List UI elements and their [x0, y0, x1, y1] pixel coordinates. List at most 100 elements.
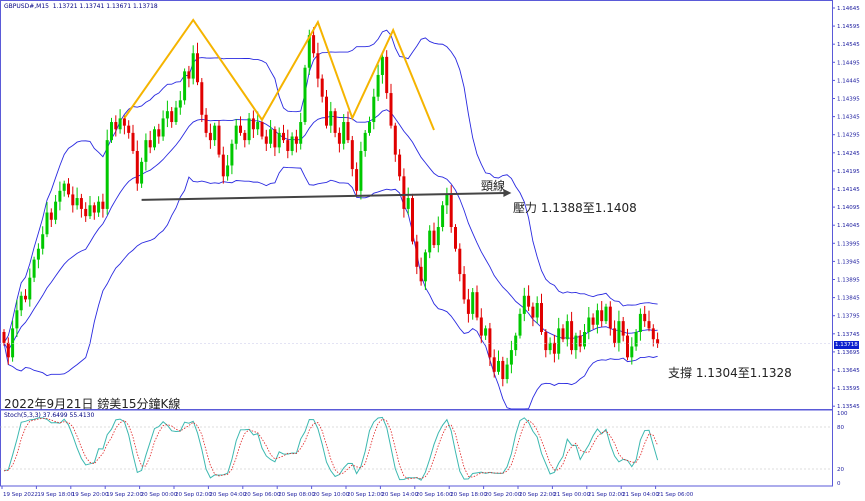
- candle-body: [312, 35, 316, 54]
- candle-body: [423, 252, 427, 282]
- candle-body: [114, 122, 118, 130]
- price-tick-label: 1.13645: [837, 368, 860, 374]
- neckline-line: [141, 191, 506, 201]
- time-tick-label: 20 Sep 08:00: [278, 492, 315, 498]
- candle-body: [277, 132, 281, 148]
- candle-body: [325, 96, 328, 126]
- candle-body: [509, 350, 513, 365]
- candle-body: [419, 266, 423, 282]
- candle-body: [144, 140, 148, 162]
- candle-body: [28, 277, 32, 300]
- candle-body: [333, 111, 337, 133]
- candle-body: [441, 205, 445, 228]
- candle-body: [191, 53, 195, 79]
- candle-body: [488, 328, 492, 358]
- candle-body: [213, 125, 217, 141]
- time-tick-label: 20 Sep 00:00: [141, 492, 178, 498]
- candle-body: [346, 122, 350, 141]
- candle-body: [638, 313, 642, 332]
- price-tick-label: 1.14395: [837, 97, 860, 103]
- price-tick-label: 1.13945: [837, 259, 860, 265]
- time-tick-label: 20 Sep 04:00: [209, 492, 246, 498]
- candle-body: [552, 342, 556, 354]
- candle-body: [484, 328, 488, 336]
- candle-body: [71, 194, 75, 206]
- candle-body: [428, 230, 432, 253]
- candle-body: [320, 78, 324, 97]
- price-tick-label: 1.13795: [837, 314, 860, 320]
- main-plot-frame: [0, 0, 833, 410]
- price-tick-label: 1.13845: [837, 296, 860, 302]
- resistance-label: 壓力 1.1388至1.1408: [513, 201, 637, 215]
- candle-body: [574, 335, 578, 351]
- candle-body: [269, 129, 273, 144]
- candle-body: [531, 306, 535, 318]
- candle-body: [368, 122, 371, 133]
- candle-body: [165, 111, 169, 119]
- time-tick-label: 19 Sep 20:00: [72, 492, 109, 498]
- time-tick-label: 20 Sep 10:00: [313, 492, 350, 498]
- candle-body: [118, 118, 122, 130]
- candle-body: [221, 154, 225, 177]
- candle-body: [15, 310, 19, 329]
- candle-body: [307, 35, 311, 68]
- candle-body: [350, 140, 354, 170]
- candle-body: [161, 118, 165, 137]
- candle-body: [527, 295, 531, 307]
- time-tick-label: 21 Sep 06:00: [657, 492, 694, 498]
- candle-body: [540, 303, 543, 332]
- candle-body: [342, 122, 346, 144]
- candle-body: [316, 53, 320, 79]
- candle-body: [282, 132, 285, 141]
- candle-body: [273, 129, 277, 148]
- candle-body: [36, 248, 40, 260]
- time-tick-label: 19 Sep 22:00: [106, 492, 143, 498]
- candle-body: [148, 140, 152, 148]
- stoch-signal-line: [3, 417, 658, 480]
- time-tick-label: 19 Sep 18:00: [37, 492, 74, 498]
- price-tick-label: 1.13745: [837, 332, 860, 338]
- candle-body: [24, 295, 27, 300]
- chart-header: GBPUSD#,M15 1.13721 1.13741 1.13671 1.13…: [4, 3, 158, 10]
- candle-body: [518, 313, 522, 336]
- candle-body: [79, 198, 83, 209]
- candle-body: [2, 331, 6, 343]
- candle-body: [135, 150, 139, 184]
- candle-body: [45, 212, 49, 235]
- price-tick-label: 1.14345: [837, 115, 860, 121]
- candle-body: [92, 205, 96, 213]
- candle-body: [122, 118, 126, 126]
- candle-body: [522, 295, 526, 314]
- candle-body: [514, 335, 518, 351]
- head-shoulders-pattern-line: [123, 18, 435, 131]
- candle-body: [239, 125, 242, 133]
- candle-body: [363, 132, 367, 151]
- candle-body: [501, 360, 505, 380]
- price-tick-label: 1.14495: [837, 60, 860, 66]
- candle-body: [466, 299, 470, 314]
- candle-body: [32, 259, 36, 278]
- candle-body: [290, 136, 294, 151]
- candle-body: [595, 310, 599, 325]
- candle-body: [406, 198, 410, 209]
- candle-body: [376, 74, 380, 97]
- candle-body: [174, 107, 178, 123]
- candle-body: [286, 140, 290, 151]
- price-tick-label: 1.14295: [837, 133, 860, 139]
- candle-body: [570, 321, 574, 351]
- candle-body: [294, 136, 298, 144]
- candle-body: [200, 82, 204, 115]
- candle-body: [436, 227, 440, 246]
- candle-body: [651, 328, 655, 340]
- symbol-label: GBPUSD#,M15: [4, 3, 49, 10]
- candle-body: [187, 71, 191, 79]
- ohlc-values: 1.13721 1.13741 1.13671 1.13718: [52, 3, 158, 10]
- time-tick-label: 20 Sep 18:00: [450, 492, 487, 498]
- candle-body: [389, 93, 393, 126]
- candle-body: [479, 317, 483, 336]
- candle-body: [251, 118, 255, 130]
- candle-body: [548, 342, 552, 351]
- time-tick-label: 20 Sep 12:00: [347, 492, 384, 498]
- candle-body: [49, 212, 53, 220]
